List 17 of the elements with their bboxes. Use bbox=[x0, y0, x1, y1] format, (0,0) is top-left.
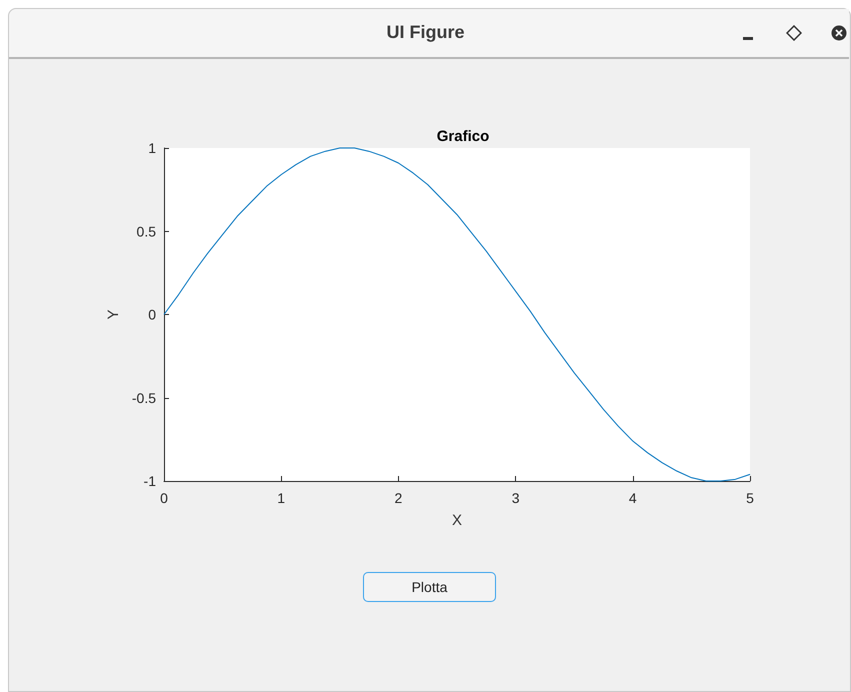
y-tick-label: -0.5 bbox=[132, 390, 156, 406]
button: Plotta bbox=[363, 572, 496, 602]
y-tick-label: -1 bbox=[144, 473, 156, 489]
y-tick-label: 0 bbox=[148, 306, 156, 322]
x-tick-label: 3 bbox=[512, 490, 520, 506]
chart-title: Grafico bbox=[436, 128, 490, 145]
line-series bbox=[164, 148, 750, 482]
x-axis-title: X bbox=[452, 512, 462, 529]
y-axis-title: Y bbox=[104, 309, 122, 320]
text: UI Figure bbox=[385, 22, 466, 43]
x-tick-label: 0 bbox=[160, 490, 168, 506]
x-tick-label: 5 bbox=[746, 490, 754, 506]
y-tick-label: 0.5 bbox=[136, 223, 156, 240]
x-tick-label: 2 bbox=[394, 490, 402, 506]
x-tick-label: 4 bbox=[628, 490, 637, 506]
y-tick-label: 1 bbox=[148, 140, 156, 156]
x-tick-label: 1 bbox=[277, 490, 286, 506]
